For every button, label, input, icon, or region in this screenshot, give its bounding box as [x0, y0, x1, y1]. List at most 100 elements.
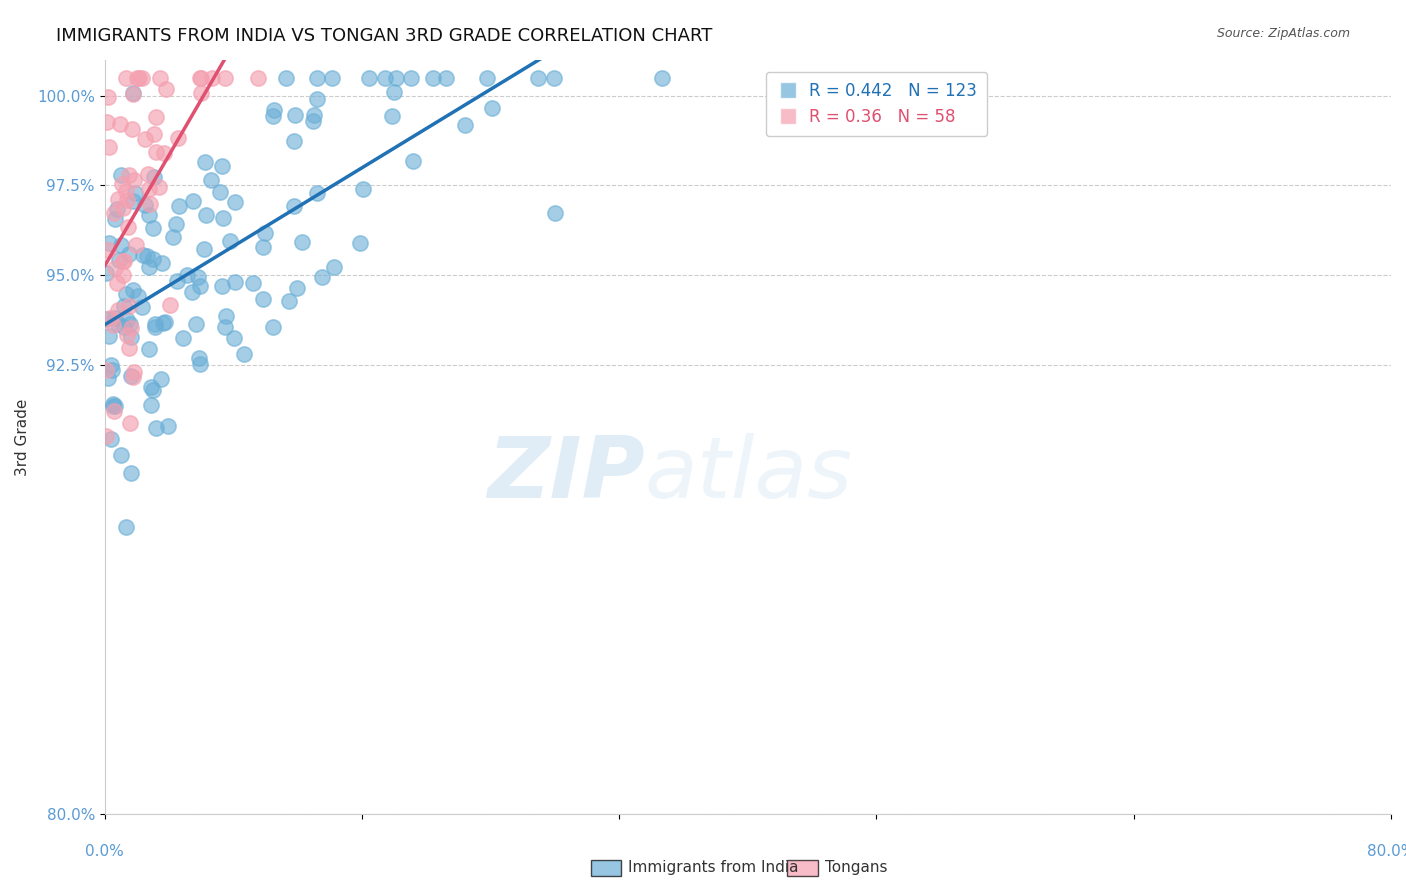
Point: [262, 319, 284, 334]
Point: [97, 371, 120, 385]
Point: [124, 173, 146, 187]
Point: [285, 281, 308, 295]
Point: [166, 130, 188, 145]
Point: [111, 268, 134, 282]
Point: [134, 198, 156, 212]
Point: [277, 293, 299, 308]
Point: [381, 109, 404, 123]
Point: [142, 221, 165, 235]
Point: [349, 235, 371, 250]
Point: [252, 239, 274, 253]
Point: [124, 365, 146, 379]
Point: [374, 70, 396, 85]
Point: [100, 311, 122, 326]
Point: [100, 432, 122, 446]
Point: [143, 320, 166, 334]
Point: [188, 70, 211, 85]
Point: [190, 86, 212, 100]
Point: [118, 341, 141, 355]
Point: [117, 219, 139, 234]
Legend: R = 0.442   N = 123, R = 0.36   N = 58: R = 0.442 N = 123, R = 0.36 N = 58: [766, 71, 987, 136]
Point: [138, 208, 160, 222]
Point: [254, 226, 277, 240]
Point: [112, 254, 135, 268]
Point: [111, 177, 134, 191]
Point: [96, 266, 118, 280]
Text: Immigrants from India: Immigrants from India: [628, 861, 799, 875]
Point: [107, 303, 129, 318]
Point: [143, 317, 166, 331]
Point: [97, 140, 120, 154]
Point: [434, 70, 457, 85]
Point: [112, 319, 135, 334]
Point: [399, 70, 422, 85]
Point: [120, 466, 142, 480]
Point: [263, 103, 285, 117]
Point: [527, 70, 550, 85]
Point: [121, 121, 143, 136]
Point: [108, 253, 131, 268]
Point: [100, 358, 122, 372]
Point: [105, 202, 128, 217]
Point: [105, 276, 128, 290]
Point: [150, 256, 173, 270]
Point: [190, 357, 212, 371]
Point: [131, 70, 153, 85]
Point: [274, 70, 297, 85]
Point: [120, 317, 142, 331]
Point: [138, 182, 160, 196]
Point: [125, 70, 148, 85]
Point: [120, 329, 142, 343]
Point: [141, 380, 163, 394]
Point: [101, 318, 124, 332]
Point: [97, 236, 120, 251]
Point: [97, 243, 120, 257]
Point: [141, 397, 163, 411]
Point: [159, 298, 181, 312]
Point: [302, 108, 325, 122]
Point: [212, 211, 235, 226]
Point: [110, 448, 132, 462]
Point: [112, 254, 135, 268]
Point: [311, 270, 333, 285]
Point: [132, 248, 155, 262]
Point: [152, 316, 174, 330]
Point: [291, 235, 314, 250]
Point: [138, 342, 160, 356]
Point: [121, 370, 143, 384]
Point: [98, 329, 121, 343]
Point: [188, 351, 211, 365]
Text: IMMIGRANTS FROM INDIA VS TONGAN 3RD GRADE CORRELATION CHART: IMMIGRANTS FROM INDIA VS TONGAN 3RD GRAD…: [56, 27, 713, 45]
Point: [211, 279, 233, 293]
Point: [127, 289, 149, 303]
Point: [118, 247, 141, 261]
Point: [138, 260, 160, 274]
Point: [142, 252, 165, 266]
Point: [169, 199, 191, 213]
Point: [153, 315, 176, 329]
Point: [120, 369, 142, 384]
Point: [181, 194, 204, 209]
Point: [115, 184, 138, 198]
Point: [115, 327, 138, 342]
Point: [194, 154, 217, 169]
Point: [283, 199, 305, 213]
Point: [101, 363, 124, 377]
Point: [117, 313, 139, 327]
Point: [120, 321, 142, 335]
Point: [121, 87, 143, 101]
Point: [211, 159, 233, 173]
Point: [305, 92, 328, 106]
Point: [128, 70, 150, 85]
Point: [97, 90, 120, 104]
Point: [122, 283, 145, 297]
Point: [188, 279, 211, 293]
Point: [125, 238, 148, 252]
Point: [103, 399, 125, 413]
Point: [155, 82, 177, 96]
Text: atlas: atlas: [645, 434, 853, 516]
Point: [96, 114, 118, 128]
Point: [302, 114, 325, 128]
Text: Tongans: Tongans: [825, 861, 887, 875]
Point: [187, 270, 209, 285]
